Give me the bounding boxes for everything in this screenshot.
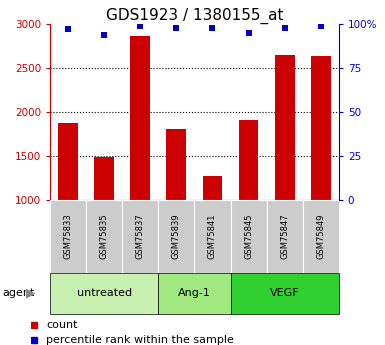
Point: [281, 25, 288, 30]
Bar: [266, 200, 303, 273]
Bar: [231, 273, 339, 314]
Point: [246, 30, 252, 36]
Bar: [122, 200, 158, 273]
Bar: [58, 123, 78, 200]
Text: GSM75835: GSM75835: [100, 214, 109, 259]
Text: GSM75833: GSM75833: [64, 214, 73, 259]
Point: [101, 32, 107, 38]
Bar: [86, 200, 122, 273]
Bar: [158, 200, 194, 273]
Text: GSM75841: GSM75841: [208, 214, 217, 259]
Text: percentile rank within the sample: percentile rank within the sample: [46, 335, 234, 345]
Bar: [275, 55, 295, 200]
Bar: [203, 176, 223, 200]
Text: GSM75837: GSM75837: [136, 214, 145, 259]
Bar: [158, 273, 231, 314]
Bar: [194, 200, 231, 273]
Point: [137, 23, 143, 29]
Text: ▶: ▶: [26, 287, 36, 300]
Bar: [94, 157, 114, 200]
Title: GDS1923 / 1380155_at: GDS1923 / 1380155_at: [105, 8, 283, 24]
Bar: [239, 120, 258, 200]
Text: GSM75849: GSM75849: [316, 214, 325, 259]
Bar: [50, 273, 158, 314]
Text: untreated: untreated: [77, 288, 132, 298]
Bar: [231, 200, 266, 273]
Text: Ang-1: Ang-1: [178, 288, 211, 298]
Bar: [303, 200, 339, 273]
Bar: [131, 36, 150, 200]
Bar: [311, 56, 331, 200]
Text: GSM75847: GSM75847: [280, 214, 289, 259]
Text: agent: agent: [2, 288, 34, 298]
Text: GSM75839: GSM75839: [172, 214, 181, 259]
Bar: [50, 200, 86, 273]
Point: [65, 27, 71, 32]
Point: [318, 23, 324, 29]
Bar: [166, 129, 186, 200]
Point: [173, 25, 179, 30]
Text: count: count: [46, 320, 78, 330]
Text: GSM75845: GSM75845: [244, 214, 253, 259]
Point: [209, 25, 216, 30]
Text: VEGF: VEGF: [270, 288, 300, 298]
